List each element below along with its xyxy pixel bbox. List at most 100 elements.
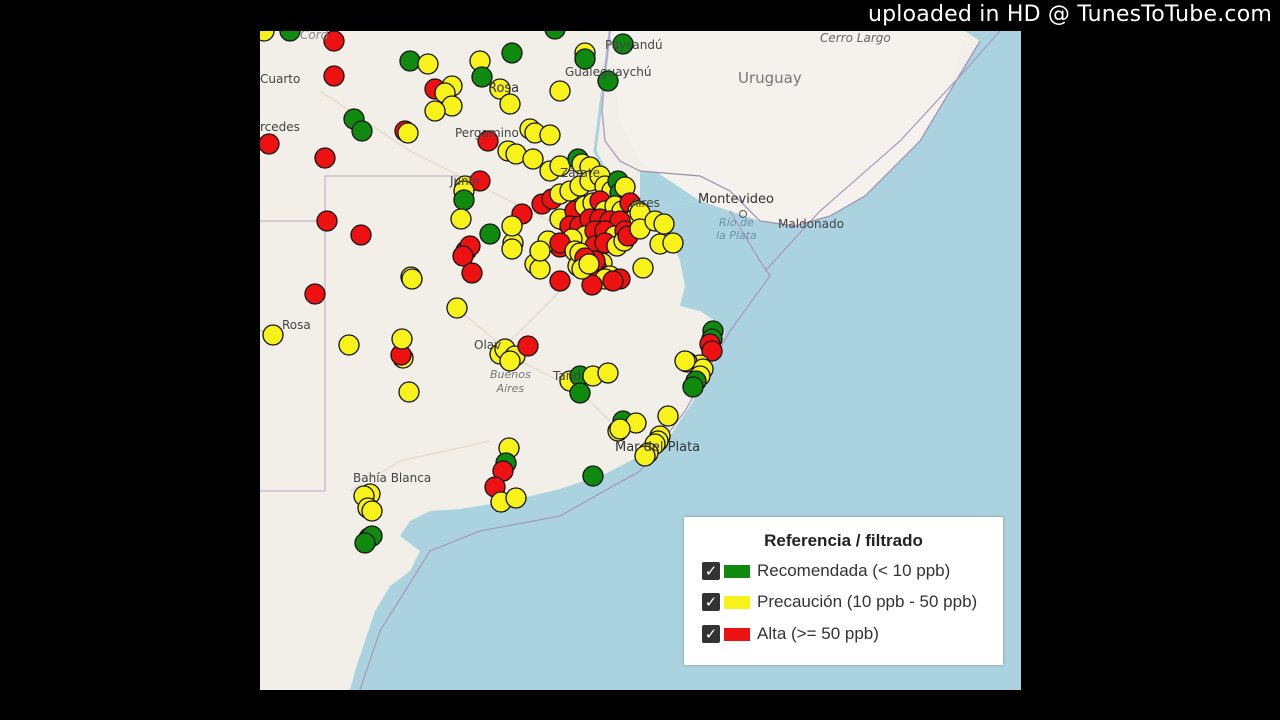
marker-yellow[interactable] <box>609 418 631 440</box>
label-mar-del-plata: Mar del Plata <box>615 440 701 455</box>
label-santa-rosa: Rosa <box>282 318 311 332</box>
markers-layer <box>260 31 724 554</box>
marker-yellow[interactable] <box>262 324 284 346</box>
label-junin: Junín <box>450 174 480 188</box>
map-canvas <box>260 31 1001 690</box>
swatch-yellow <box>724 595 750 609</box>
marker-green[interactable] <box>479 223 501 245</box>
marker-green[interactable] <box>471 66 493 88</box>
marker-green[interactable] <box>354 532 376 554</box>
marker-green[interactable] <box>682 376 704 398</box>
marker-green[interactable] <box>569 382 591 404</box>
marker-green[interactable] <box>351 120 373 142</box>
marker-yellow[interactable] <box>539 124 561 146</box>
checkbox-recomendada[interactable]: ✓ <box>702 562 720 580</box>
marker-yellow[interactable] <box>398 381 420 403</box>
legend-item-recomendada[interactable]: ✓ Recomendada (< 10 ppb) <box>702 560 950 582</box>
legend-item-precaucion[interactable]: ✓ Precaución (10 ppb - 50 ppb) <box>702 591 977 613</box>
marker-red[interactable] <box>602 270 624 292</box>
marker-green[interactable] <box>612 33 634 55</box>
marker-green[interactable] <box>597 70 619 92</box>
marker-red[interactable] <box>517 335 539 357</box>
marker-red[interactable] <box>701 340 723 362</box>
checkbox-alta[interactable]: ✓ <box>702 625 720 643</box>
marker-yellow[interactable] <box>489 78 511 100</box>
marker-yellow[interactable] <box>361 500 383 522</box>
marker-yellow[interactable] <box>499 93 521 115</box>
marker-yellow[interactable] <box>529 258 551 280</box>
watermark: uploaded in HD @ TunesToTube.com <box>867 2 1272 27</box>
marker-red[interactable] <box>304 283 326 305</box>
marker-yellow[interactable] <box>522 148 544 170</box>
marker-yellow[interactable] <box>662 232 684 254</box>
label-rio-de-la-plata: Río de la Plata <box>716 216 757 242</box>
coast-line <box>619 40 981 227</box>
marker-yellow[interactable] <box>634 445 656 467</box>
marker-yellow[interactable] <box>501 238 523 260</box>
marker-green[interactable] <box>544 31 566 40</box>
label-cordoba: Córd <box>300 31 329 42</box>
marker-green[interactable] <box>501 42 523 64</box>
marker-yellow[interactable] <box>529 240 551 262</box>
label-uruguay: Uruguay <box>738 69 802 87</box>
marker-green[interactable] <box>582 465 604 487</box>
swatch-green <box>724 564 750 578</box>
legend-title: Referencia / filtrado <box>764 531 923 550</box>
marker-yellow[interactable] <box>446 297 468 319</box>
checkbox-precaucion[interactable]: ✓ <box>702 593 720 611</box>
marker-yellow[interactable] <box>417 53 439 75</box>
marker-red[interactable] <box>316 210 338 232</box>
marker-yellow[interactable] <box>424 100 446 122</box>
marker-red[interactable] <box>452 245 474 267</box>
label-pergamino: Pergamino <box>455 126 519 140</box>
marker-red[interactable] <box>260 133 280 155</box>
label-cerro-largo: Cerro Largo <box>820 31 891 45</box>
marker-yellow[interactable] <box>674 350 696 372</box>
marker-yellow[interactable] <box>505 487 527 509</box>
marker-yellow[interactable] <box>653 213 675 235</box>
marker-red[interactable] <box>477 130 499 152</box>
uruguay-area <box>610 31 965 226</box>
marker-red[interactable] <box>350 224 372 246</box>
marker-yellow[interactable] <box>632 257 654 279</box>
label-tandil: Tand <box>553 369 581 383</box>
legend-item-alta[interactable]: ✓ Alta (>= 50 ppb) <box>702 623 879 645</box>
label-rosario: Rosa <box>488 81 520 96</box>
marker-yellow[interactable] <box>501 215 523 237</box>
marker-red[interactable] <box>314 147 336 169</box>
legend-panel: Referencia / filtrado ✓ Recomendada (< 1… <box>684 517 1003 665</box>
label-bahia-blanca: Bahía Blanca <box>353 471 432 485</box>
marker-yellow[interactable] <box>391 328 413 350</box>
marker-yellow[interactable] <box>260 31 275 42</box>
label-mercedes: rcedes <box>260 120 300 134</box>
marker-green[interactable] <box>279 31 301 42</box>
swatch-red <box>724 627 750 641</box>
maritime-line-2 <box>764 31 1001 272</box>
marker-yellow[interactable] <box>401 268 423 290</box>
label-zarate: Zárate <box>560 166 600 180</box>
marker-green[interactable] <box>399 50 421 72</box>
marker-yellow[interactable] <box>450 208 472 230</box>
capital-icon <box>739 210 747 218</box>
maritime-line <box>359 210 771 690</box>
marker-red[interactable] <box>461 262 483 284</box>
label-montevideo: Montevideo <box>698 192 775 207</box>
marker-red[interactable] <box>581 274 603 296</box>
marker-yellow[interactable] <box>338 334 360 356</box>
marker-green[interactable] <box>574 48 596 70</box>
marker-yellow[interactable] <box>578 253 600 275</box>
marker-red[interactable] <box>323 65 345 87</box>
marker-yellow[interactable] <box>657 405 679 427</box>
marker-red[interactable] <box>469 170 491 192</box>
marker-yellow[interactable] <box>499 350 521 372</box>
marker-yellow[interactable] <box>397 122 419 144</box>
border-uruguay <box>601 31 621 162</box>
marker-red[interactable] <box>323 31 345 52</box>
legend-label-alta: Alta (>= 50 ppb) <box>757 624 879 643</box>
label-buenos-aires-city: Aires <box>630 196 660 210</box>
marker-yellow[interactable] <box>597 362 619 384</box>
marker-green[interactable] <box>453 189 475 211</box>
marker-yellow[interactable] <box>549 80 571 102</box>
map-view[interactable]: Uruguay Montevideo Maldonado Río de la P… <box>260 31 1021 690</box>
marker-red[interactable] <box>549 270 571 292</box>
